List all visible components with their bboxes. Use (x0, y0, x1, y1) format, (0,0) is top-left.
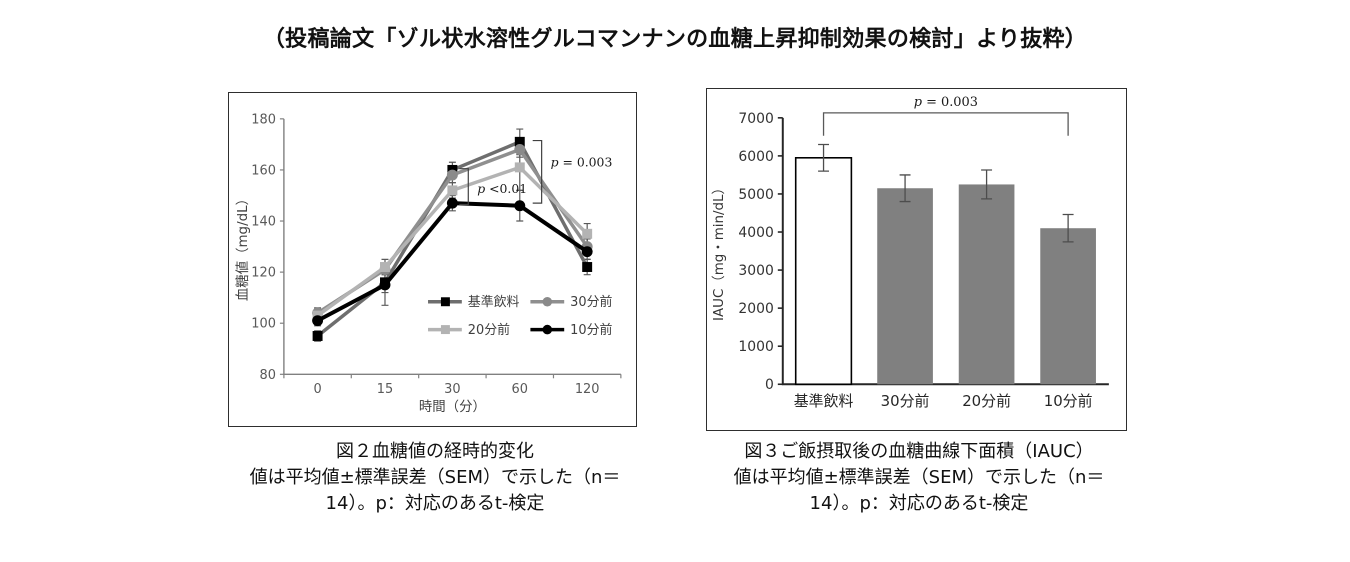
series-marker-square (514, 136, 525, 147)
caption-line-1: 図３ご飯摂取後の血糖曲線下面積（IAUC） (744, 441, 1094, 462)
y-axis-tick-label: 2000 (738, 301, 773, 317)
series-marker-square (380, 262, 390, 272)
figure-3-caption: 図３ご飯摂取後の血糖曲線下面積（IAUC） 値は平均値±標準誤差（SEM）で示し… (690, 439, 1148, 517)
x-axis-tick-label: 0 (313, 382, 321, 397)
legend-label: 基準飲料 (468, 294, 520, 310)
error-bar (818, 143, 830, 172)
series-marker-circle (379, 279, 391, 291)
caption-line-2: 値は平均値±標準誤差（SEM）で示した（n＝ (733, 467, 1105, 488)
y-axis-tick-label: 140 (251, 215, 276, 230)
legend-item-1: 30分前 (530, 294, 613, 310)
series-marker-circle (514, 200, 526, 212)
series-marker-square (447, 185, 458, 196)
legend: 基準飲料 30分前 20分前 10分前 (428, 294, 613, 338)
y-axis-tick-label: 1000 (738, 339, 773, 355)
line-chart-svg: 80 100 120 140 160 180 0 15 30 60 120 時間（分） 血糖値（mg/d… (235, 112, 622, 415)
error-bar (1062, 213, 1074, 243)
x-axis-category-label: 基準飲料 (794, 392, 854, 410)
series-marker-circle (312, 315, 324, 327)
error-bars (314, 128, 591, 342)
series-marker-square (582, 228, 593, 239)
significance-bracket (532, 139, 543, 204)
x-axis-tick-label: 120 (575, 382, 600, 397)
y-axis-tick-label: 100 (251, 317, 276, 332)
bar-10分前 (1040, 228, 1096, 385)
y-axis-title: 血糖値（mg/dL） (235, 192, 251, 301)
legend-label: 10分前 (570, 322, 612, 338)
y-axis-tick-label: 6000 (738, 149, 773, 165)
series-marker-square (514, 162, 525, 173)
y-axis-tick-label: 7000 (738, 111, 773, 127)
legend-marker (440, 297, 450, 307)
series-marker-circle (446, 197, 458, 209)
x-axis-title: 時間（分） (419, 399, 486, 415)
caption-line-1: 図２血糖値の経時的変化 (336, 441, 534, 462)
bar-20分前 (958, 184, 1015, 385)
pvalue-annotation-text: p <0.01 (477, 181, 527, 196)
figure-2-line-chart: 80 100 120 140 160 180 0 15 30 60 120 時間（分） 血糖値（mg/d… (228, 92, 637, 427)
legend-label: 30分前 (570, 294, 612, 310)
series-marker-square (582, 262, 593, 272)
legend-item-0: 基準飲料 (428, 294, 520, 310)
series-1 (312, 144, 593, 319)
series-2 (312, 162, 593, 321)
legend-label: 20分前 (468, 322, 510, 338)
y-axis-tick-label: 4000 (738, 225, 773, 241)
error-bar (899, 174, 911, 203)
bar-30分前 (877, 188, 933, 385)
error-bar (981, 169, 993, 200)
caption-line-2: 値は平均値±標準誤差（SEM）で示した（n＝ (249, 467, 621, 488)
y-axis-tick-label: 0 (765, 377, 774, 393)
series-marker-circle (581, 246, 593, 258)
significance-bracket (459, 168, 469, 206)
y-axis-tick-label: 5000 (738, 187, 773, 203)
figure-3-bar-chart: 0 1000 2000 3000 4000 5000 6000 7000 IAUC（mg・min… (706, 88, 1127, 431)
series-marker-circle (446, 169, 458, 181)
series-3 (312, 197, 593, 327)
pvalue-annotation-text: p = 0.003 (551, 154, 613, 169)
y-axis-tick-label: 180 (251, 112, 276, 127)
bar-基準飲料 (794, 157, 853, 386)
x-axis-category-label: 10分前 (1044, 392, 1093, 410)
caption-line-3: 14）。p：対応のあるt-検定 (325, 493, 545, 514)
x-axis-category-label: 30分前 (881, 392, 930, 410)
y-axis-tick-label: 3000 (738, 263, 773, 279)
y-axis-tick-label: 120 (251, 266, 276, 281)
legend-marker (542, 324, 553, 335)
axes: 80 100 120 140 160 180 0 15 30 60 120 時間（分） 血糖値（mg/d… (235, 112, 622, 415)
legend-marker (440, 325, 450, 335)
legend-item-2: 20分前 (428, 322, 510, 338)
page-title: （投稿論文「ゾル状水溶性グルコマンナンの血糖上昇抑制効果の検討」より抜粋） (262, 27, 1088, 52)
x-axis-tick-label: 60 (512, 382, 528, 397)
caption-line-3: 14）。p：対応のあるt-検定 (809, 493, 1029, 514)
pvalue-annotation-text: p = 0.003 (914, 95, 978, 110)
y-axis-tick-label: 80 (260, 368, 276, 383)
y-axis-tick-label: 160 (251, 163, 276, 178)
legend-marker (542, 296, 553, 307)
y-axis-title: IAUC（mg・min/dL） (712, 181, 727, 321)
series-marker-circle (514, 144, 526, 155)
bar-chart-svg: 0 1000 2000 3000 4000 5000 6000 7000 IAUC（mg・min… (712, 95, 1109, 410)
figure-2-caption: 図２血糖値の経時的変化 値は平均値±標準誤差（SEM）で示した（n＝ 14）。p… (205, 439, 665, 517)
series-marker-square (312, 331, 323, 341)
x-axis-tick-label: 30 (444, 382, 460, 397)
x-axis-category-label: 20分前 (962, 392, 1011, 410)
x-axis-tick-label: 15 (377, 382, 393, 397)
significance-bracket (822, 112, 1069, 136)
legend-item-3: 10分前 (530, 322, 613, 338)
